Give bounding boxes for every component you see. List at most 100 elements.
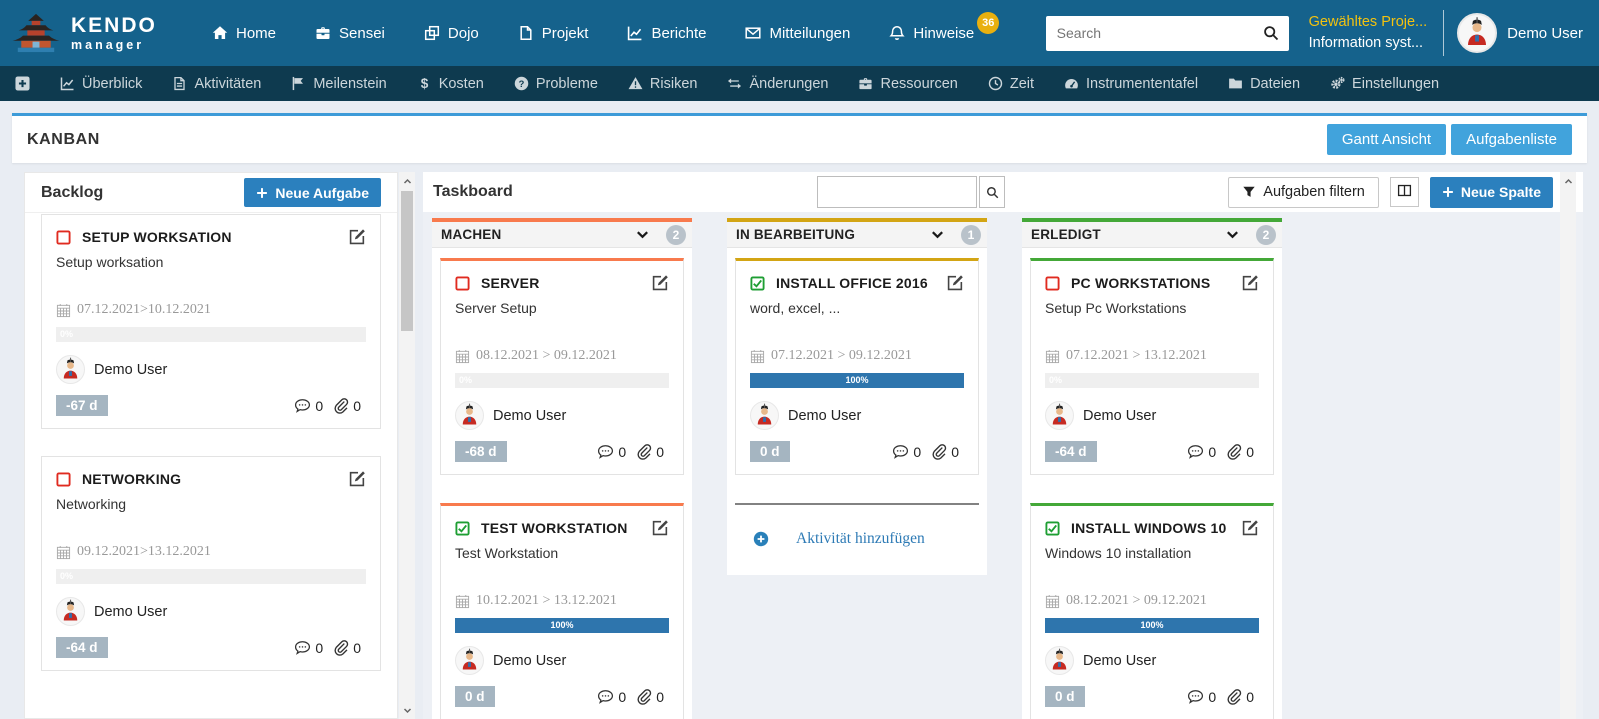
- subnav-item-ressourcen[interactable]: Ressourcen: [858, 76, 958, 92]
- scrollbar-thumb[interactable]: [401, 191, 413, 331]
- search-input[interactable]: [1045, 25, 1263, 41]
- edit-icon[interactable]: [349, 228, 366, 245]
- notification-count-badge: 36: [977, 11, 1000, 34]
- comment-icon[interactable]: [1187, 443, 1204, 460]
- subnav-item-einstellungen[interactable]: Einstellungen: [1330, 76, 1439, 92]
- columns-view-button[interactable]: [1389, 177, 1419, 207]
- board-columns: MACHEN 2 SERVER Server Setup 08.12.2021 …: [423, 212, 1583, 719]
- new-column-button[interactable]: Neue Spalte: [1429, 176, 1553, 208]
- paperclip-icon[interactable]: [635, 688, 652, 705]
- comment-icon[interactable]: [294, 397, 311, 414]
- task-card[interactable]: INSTALL WINDOWS 10 Windows 10 installati…: [1030, 503, 1274, 719]
- search-icon[interactable]: [1263, 25, 1279, 41]
- chevron-down-icon[interactable]: [635, 227, 650, 242]
- calendar-icon: [1045, 349, 1060, 364]
- scrollbar-thumb[interactable]: [1560, 172, 1576, 417]
- new-task-button[interactable]: Neue Aufgabe: [244, 178, 381, 207]
- paperclip-icon[interactable]: [930, 443, 947, 460]
- task-card[interactable]: INSTALL OFFICE 2016 word, excel, ... 07.…: [735, 258, 979, 475]
- card-title: PC WORKSTATIONS: [1071, 275, 1211, 291]
- comments-count: 0: [1208, 688, 1217, 705]
- filter-tasks-label: Aufgaben filtern: [1263, 184, 1365, 200]
- scroll-up-icon[interactable]: [399, 173, 415, 189]
- chevron-down-icon[interactable]: [930, 227, 945, 242]
- progress-bar: 0%: [56, 569, 366, 584]
- comment-icon[interactable]: [597, 443, 614, 460]
- comment-icon[interactable]: [1187, 688, 1204, 705]
- subnav-item-instrumententafel[interactable]: Instrumententafel: [1064, 76, 1198, 92]
- topnav-item-home[interactable]: Home: [212, 25, 276, 42]
- edit-icon[interactable]: [652, 274, 669, 291]
- unchecked-checkbox-icon[interactable]: [1045, 276, 1060, 291]
- scroll-up-icon[interactable]: [1560, 173, 1576, 189]
- subnav-item-dateien[interactable]: Dateien: [1228, 76, 1300, 92]
- question-circle-icon: ?: [514, 76, 529, 91]
- column-card-list: PC WORKSTATIONS Setup Pc Workstations 07…: [1022, 248, 1282, 719]
- topnav-item-berichte[interactable]: Berichte: [627, 25, 706, 42]
- paperclip-icon[interactable]: [635, 443, 652, 460]
- unchecked-checkbox-icon[interactable]: [56, 472, 71, 487]
- unchecked-checkbox-icon[interactable]: [455, 276, 470, 291]
- edit-icon[interactable]: [349, 470, 366, 487]
- topnav-item-projekt[interactable]: Projekt: [518, 25, 588, 42]
- paperclip-icon[interactable]: [1225, 688, 1242, 705]
- subnav-item-aenderungen[interactable]: Änderungen: [727, 76, 828, 92]
- subnav-item-ueberblick[interactable]: Überblick: [60, 76, 142, 92]
- assignee-name: Demo User: [1083, 407, 1157, 424]
- subnav-item-aktivitaeten[interactable]: Aktivitäten: [172, 76, 261, 92]
- card-meta: 0 0: [892, 443, 964, 460]
- flag-icon: [291, 76, 306, 91]
- taskboard-search-input[interactable]: [817, 176, 978, 208]
- subnav-item-kosten[interactable]: $ Kosten: [417, 76, 483, 92]
- chevron-down-icon[interactable]: [1225, 227, 1240, 242]
- comment-icon[interactable]: [597, 688, 614, 705]
- checked-checkbox-icon[interactable]: [750, 276, 765, 291]
- subnav-item-meilenstein[interactable]: Meilenstein: [291, 76, 387, 92]
- card-title: SETUP WORKSATION: [82, 229, 232, 245]
- topnav-item-hinweise[interactable]: Hinweise 36: [889, 11, 1000, 42]
- filter-tasks-button[interactable]: Aufgaben filtern: [1228, 176, 1379, 208]
- task-card[interactable]: PC WORKSTATIONS Setup Pc Workstations 07…: [1030, 258, 1274, 475]
- subnav-item-add[interactable]: [15, 76, 30, 91]
- topnav-item-dojo[interactable]: Dojo: [424, 25, 479, 42]
- paperclip-icon[interactable]: [332, 397, 349, 414]
- checked-checkbox-icon[interactable]: [455, 521, 470, 536]
- task-card[interactable]: NETWORKING Networking 09.12.2021>13.12.2…: [41, 456, 381, 671]
- taskboard-scrollbar[interactable]: [1560, 172, 1576, 719]
- card-title: NETWORKING: [82, 471, 182, 487]
- app-logo[interactable]: KENDO manager: [10, 10, 200, 56]
- scroll-down-icon[interactable]: [399, 702, 415, 718]
- calendar-icon: [56, 303, 71, 318]
- subnav-item-risiken[interactable]: Risiken: [628, 76, 697, 92]
- card-dates: 07.12.2021 > 09.12.2021: [750, 348, 964, 364]
- checked-checkbox-icon[interactable]: [1045, 521, 1060, 536]
- dollar-icon: $: [417, 76, 432, 91]
- paperclip-icon[interactable]: [1225, 443, 1242, 460]
- comment-icon[interactable]: [892, 443, 909, 460]
- taskboard-search-button[interactable]: [979, 176, 1006, 208]
- comment-icon[interactable]: [294, 639, 311, 656]
- task-card[interactable]: SERVER Server Setup 08.12.2021 > 09.12.2…: [440, 258, 684, 475]
- backlog-title: Backlog: [41, 183, 104, 201]
- card-meta: 0 0: [1187, 688, 1259, 705]
- unchecked-checkbox-icon[interactable]: [56, 230, 71, 245]
- paperclip-icon[interactable]: [332, 639, 349, 656]
- edit-icon[interactable]: [1242, 274, 1259, 291]
- user-menu[interactable]: Demo User: [1457, 13, 1583, 53]
- edit-icon[interactable]: [1242, 519, 1259, 536]
- selected-project[interactable]: Gewähltes Proje... Information syst...: [1309, 12, 1427, 54]
- task-card[interactable]: TEST WORKSTATION Test Workstation 10.12.…: [440, 503, 684, 719]
- edit-icon[interactable]: [947, 274, 964, 291]
- gantt-view-button[interactable]: Gantt Ansicht: [1326, 124, 1447, 155]
- backlog-scrollbar[interactable]: [399, 172, 415, 719]
- task-card[interactable]: SETUP WORKSATION Setup worksation 07.12.…: [41, 214, 381, 429]
- task-list-button[interactable]: Aufgabenliste: [1451, 124, 1572, 155]
- user-name: Demo User: [1507, 24, 1583, 42]
- subnav-item-zeit[interactable]: Zeit: [988, 76, 1034, 92]
- add-activity-button[interactable]: Aktivität hinzufügen: [735, 503, 979, 575]
- topnav-item-mitteilungen[interactable]: Mitteilungen: [745, 25, 850, 42]
- calendar-icon: [455, 594, 470, 609]
- subnav-item-probleme[interactable]: ? Probleme: [514, 76, 598, 92]
- topnav-item-sensei[interactable]: Sensei: [315, 25, 385, 42]
- edit-icon[interactable]: [652, 519, 669, 536]
